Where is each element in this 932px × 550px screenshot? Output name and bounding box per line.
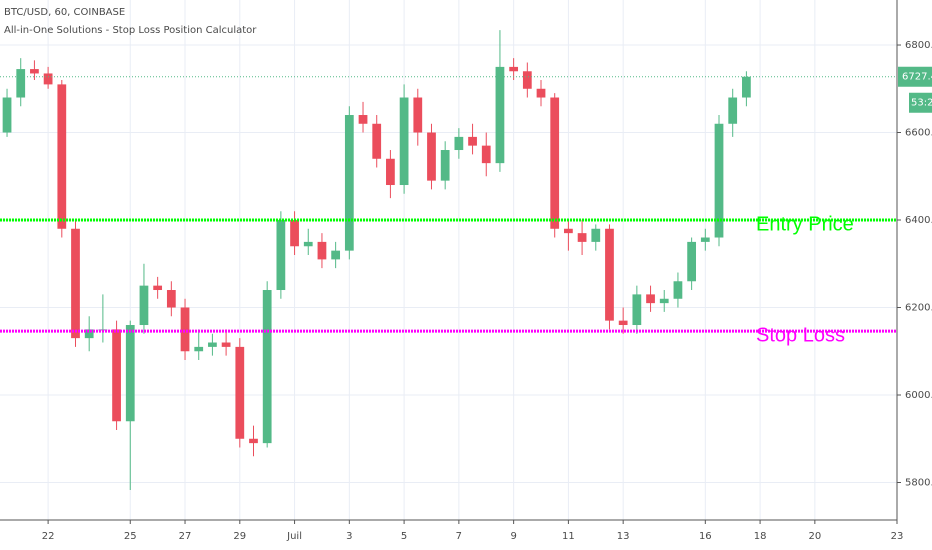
x-tick-label: 27 <box>179 531 192 542</box>
candle-body <box>564 228 573 234</box>
candle-body <box>221 342 231 347</box>
candle-body <box>84 329 94 339</box>
last-price-label: 6727.47 <box>902 72 932 83</box>
y-tick-label: 6000.00 <box>905 390 932 401</box>
x-tick-label: Juil <box>286 531 302 542</box>
candle-body <box>30 69 39 74</box>
candle-body <box>317 241 327 260</box>
candle-body <box>331 250 341 260</box>
x-tick-label: 11 <box>562 531 575 542</box>
candle-body <box>714 123 724 238</box>
candle-body <box>495 66 505 164</box>
x-tick-label: 23 <box>891 531 904 542</box>
y-tick-label: 6200.00 <box>905 303 932 314</box>
x-tick-label: 9 <box>510 531 516 542</box>
candle-body <box>194 346 204 352</box>
candle-body <box>413 97 423 133</box>
candle-body <box>235 346 245 439</box>
candle-body <box>646 294 655 304</box>
level-label: Stop Loss <box>756 324 845 346</box>
x-tick-label: 20 <box>808 531 821 542</box>
x-tick-label: 25 <box>124 531 137 542</box>
x-tick-label: 16 <box>699 531 712 542</box>
candle-body <box>673 281 683 299</box>
candle-body <box>125 325 135 422</box>
axes: 5800.00 6000.00 6200.00 6400.00 6600.00 6800.… <box>42 40 932 542</box>
candle-body <box>700 237 710 242</box>
x-tick-label: 29 <box>233 531 246 542</box>
candle-body <box>468 136 477 146</box>
candle-body <box>577 233 587 242</box>
candle-body <box>659 298 669 304</box>
level-label: Entry Price <box>756 213 854 235</box>
candle-body <box>618 320 628 326</box>
candle-body <box>399 97 409 186</box>
candle-body <box>276 220 286 291</box>
candle-body <box>180 307 190 352</box>
last-price-tag <box>898 66 932 87</box>
candle-body <box>440 150 450 181</box>
candle-body <box>605 228 614 321</box>
candle-body <box>358 115 368 124</box>
candle-body <box>262 290 272 444</box>
candle-body <box>481 145 491 164</box>
y-tick-label: 6800.00 <box>905 40 932 51</box>
chart-subtitle: All-in-One Solutions - Stop Loss Positio… <box>4 25 257 36</box>
candle-body <box>43 73 53 85</box>
candle-body <box>687 241 697 282</box>
chart-title: BTC/USD, 60, COINBASE <box>4 7 125 18</box>
candle-body <box>290 220 299 247</box>
y-tick-label: 6600.00 <box>905 128 932 139</box>
candle-body <box>249 438 258 444</box>
candle-body <box>509 66 519 72</box>
candle-body <box>632 294 642 326</box>
candle-body <box>427 132 436 181</box>
plot: Entry Price Stop Loss <box>0 30 897 490</box>
candle-body <box>536 88 546 98</box>
x-tick-label: 7 <box>456 531 462 542</box>
candle-body <box>112 329 121 422</box>
candle-body <box>742 76 751 98</box>
candle-body <box>153 285 163 291</box>
x-tick-label: 22 <box>42 531 55 542</box>
candle-body <box>139 285 149 326</box>
candle-body <box>344 115 354 251</box>
candle-body <box>591 228 601 242</box>
candle-body <box>2 97 12 133</box>
countdown-label: 53:23 <box>911 98 932 109</box>
x-tick-label: 13 <box>617 531 630 542</box>
candle-body <box>372 123 382 159</box>
candle-body <box>166 290 176 308</box>
candle-body <box>386 158 395 186</box>
candle-body <box>550 97 560 229</box>
x-tick-label: 5 <box>401 531 407 542</box>
candle-body <box>454 136 464 151</box>
candle-body <box>728 97 738 124</box>
y-tick-label: 5800.00 <box>905 478 932 489</box>
x-tick-label: 3 <box>346 531 352 542</box>
candle-body <box>208 342 217 347</box>
countdown-tag <box>909 92 932 113</box>
candle-body <box>522 71 532 89</box>
grid <box>0 0 898 520</box>
candle-body <box>16 69 26 98</box>
candle-body <box>303 241 313 247</box>
candle-body <box>71 228 80 339</box>
candle-body <box>57 84 67 229</box>
x-tick-label: 18 <box>754 531 767 542</box>
y-tick-label: 6400.00 <box>905 215 932 226</box>
